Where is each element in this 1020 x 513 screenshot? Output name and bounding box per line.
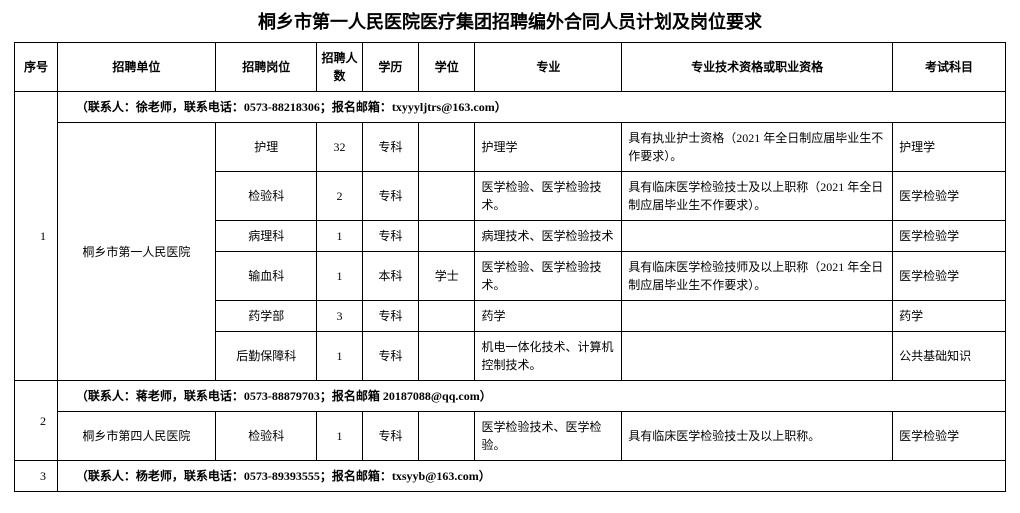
cell-contact: （联系人：徐老师，联系电话：0573-88218306；报名邮箱：txyyylj…	[57, 92, 1005, 123]
cell-count: 1	[317, 221, 362, 252]
cell-edu: 专科	[362, 332, 418, 381]
header-major: 专业	[475, 43, 622, 92]
cell-contact: （联系人：杨老师，联系电话：0573-89393555；报名邮箱：txsyyb@…	[57, 461, 1005, 492]
header-post: 招聘岗位	[215, 43, 317, 92]
cell-exam: 医学检验学	[893, 221, 1006, 252]
cell-major: 医学检验、医学检验技术。	[475, 252, 622, 301]
cell-major: 医学检验技术、医学检验。	[475, 412, 622, 461]
cell-count: 1	[317, 252, 362, 301]
cell-count: 32	[317, 123, 362, 172]
cell-exam: 护理学	[893, 123, 1006, 172]
cell-degree	[419, 332, 475, 381]
cell-qual: 具有临床医学检验技师及以上职称（2021 年全日制应届毕业生不作要求）。	[622, 252, 893, 301]
header-exam: 考试科目	[893, 43, 1006, 92]
header-count: 招聘人数	[317, 43, 362, 92]
cell-degree	[419, 412, 475, 461]
contact-row: 3（联系人：杨老师，联系电话：0573-89393555；报名邮箱：txsyyb…	[15, 461, 1006, 492]
cell-exam: 公共基础知识	[893, 332, 1006, 381]
cell-qual: 具有执业护士资格（2021 年全日制应届毕业生不作要求）。	[622, 123, 893, 172]
cell-unit: 桐乡市第四人民医院	[57, 412, 215, 461]
table-row: 桐乡市第一人民医院护理32专科护理学具有执业护士资格（2021 年全日制应届毕业…	[15, 123, 1006, 172]
cell-unit: 桐乡市第一人民医院	[57, 123, 215, 381]
recruitment-table: 序号 招聘单位 招聘岗位 招聘人数 学历 学位 专业 专业技术资格或职业资格 考…	[14, 42, 1006, 492]
cell-seq: 1	[15, 92, 58, 381]
cell-degree	[419, 301, 475, 332]
cell-qual	[622, 301, 893, 332]
cell-major: 病理技术、医学检验技术	[475, 221, 622, 252]
cell-qual: 具有临床医学检验技士及以上职称。	[622, 412, 893, 461]
cell-edu: 专科	[362, 412, 418, 461]
cell-exam: 药学	[893, 301, 1006, 332]
header-seq: 序号	[15, 43, 58, 92]
cell-count: 1	[317, 332, 362, 381]
cell-degree	[419, 221, 475, 252]
cell-post: 检验科	[215, 412, 317, 461]
cell-degree	[419, 172, 475, 221]
cell-exam: 医学检验学	[893, 172, 1006, 221]
cell-major: 护理学	[475, 123, 622, 172]
cell-edu: 专科	[362, 172, 418, 221]
cell-post: 护理	[215, 123, 317, 172]
cell-major: 机电一体化技术、计算机控制技术。	[475, 332, 622, 381]
cell-major: 药学	[475, 301, 622, 332]
header-qual: 专业技术资格或职业资格	[622, 43, 893, 92]
cell-edu: 专科	[362, 221, 418, 252]
header-edu: 学历	[362, 43, 418, 92]
table-body: 1（联系人：徐老师，联系电话：0573-88218306；报名邮箱：txyyyl…	[15, 92, 1006, 492]
cell-degree	[419, 123, 475, 172]
cell-qual	[622, 221, 893, 252]
cell-post: 输血科	[215, 252, 317, 301]
cell-contact: （联系人：蒋老师，联系电话：0573-88879703；报名邮箱 2018708…	[57, 381, 1005, 412]
cell-qual	[622, 332, 893, 381]
cell-count: 1	[317, 412, 362, 461]
cell-qual: 具有临床医学检验技士及以上职称（2021 年全日制应届毕业生不作要求）。	[622, 172, 893, 221]
table-row: 桐乡市第四人民医院检验科1专科 医学检验技术、医学检验。具有临床医学检验技士及以上…	[15, 412, 1006, 461]
cell-seq: 3	[15, 461, 58, 492]
cell-count: 3	[317, 301, 362, 332]
cell-exam: 医学检验学	[893, 412, 1006, 461]
cell-post: 检验科	[215, 172, 317, 221]
cell-post: 药学部	[215, 301, 317, 332]
cell-major: 医学检验、医学检验技术。	[475, 172, 622, 221]
contact-row: 2（联系人：蒋老师，联系电话：0573-88879703；报名邮箱 201870…	[15, 381, 1006, 412]
cell-edu: 本科	[362, 252, 418, 301]
header-unit: 招聘单位	[57, 43, 215, 92]
cell-edu: 专科	[362, 123, 418, 172]
cell-exam: 医学检验学	[893, 252, 1006, 301]
cell-count: 2	[317, 172, 362, 221]
cell-seq: 2	[15, 381, 58, 461]
table-header-row: 序号 招聘单位 招聘岗位 招聘人数 学历 学位 专业 专业技术资格或职业资格 考…	[15, 43, 1006, 92]
contact-row: 1（联系人：徐老师，联系电话：0573-88218306；报名邮箱：txyyyl…	[15, 92, 1006, 123]
header-deg: 学位	[419, 43, 475, 92]
cell-post: 病理科	[215, 221, 317, 252]
cell-degree: 学士	[419, 252, 475, 301]
page-title: 桐乡市第一人民医院医疗集团招聘编外合同人员计划及岗位要求	[14, 8, 1006, 34]
cell-post: 后勤保障科	[215, 332, 317, 381]
cell-edu: 专科	[362, 301, 418, 332]
